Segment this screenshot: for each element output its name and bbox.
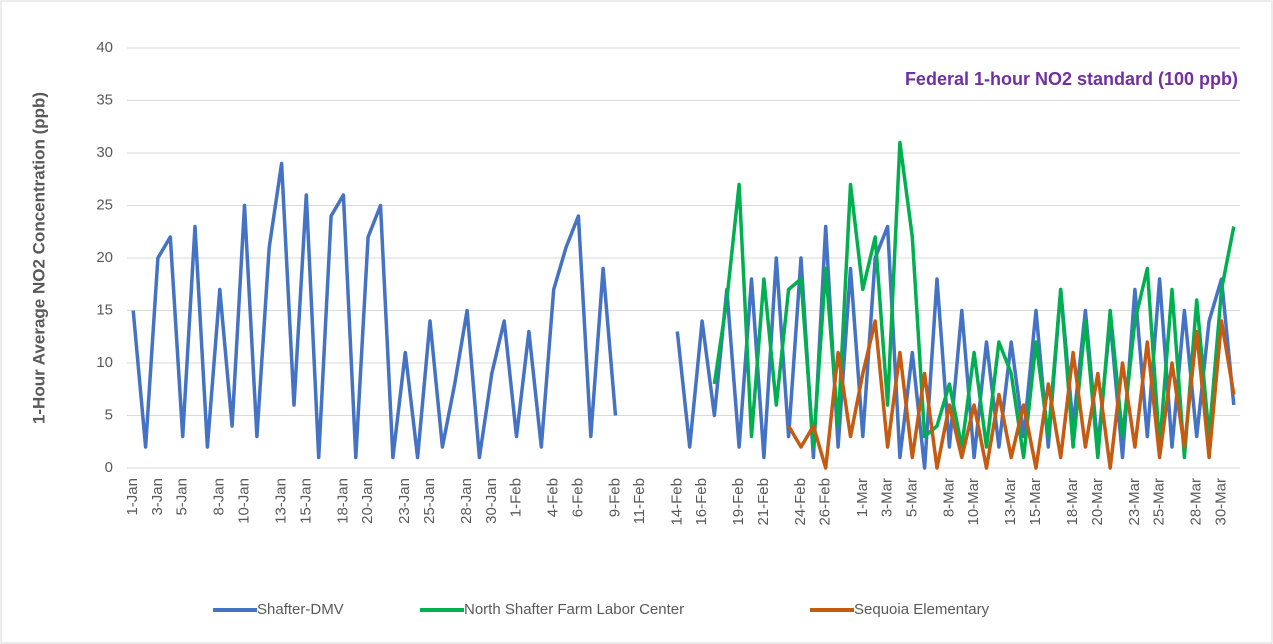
annotation: Federal 1-hour NO2 standard (100 ppb) xyxy=(905,69,1238,89)
x-tick-label: 10-Jan xyxy=(235,478,252,524)
x-tick-label: 13-Mar xyxy=(1002,478,1019,526)
x-tick-label: 6-Feb xyxy=(569,478,586,517)
x-tick-label: 28-Mar xyxy=(1188,478,1205,526)
x-tick-label: 25-Mar xyxy=(1151,478,1168,526)
x-tick-label: 1-Feb xyxy=(508,478,525,517)
legend-label: Shafter-DMV xyxy=(257,601,344,618)
x-tick-label: 25-Jan xyxy=(421,478,438,524)
y-tick-label: 10 xyxy=(96,354,113,371)
x-tick-label: 9-Feb xyxy=(606,478,623,517)
x-tick-label: 23-Jan xyxy=(396,478,413,524)
x-tick-label: 1-Jan xyxy=(124,478,141,516)
x-tick-label: 15-Jan xyxy=(297,478,314,524)
x-tick-label: 10-Mar xyxy=(965,478,982,526)
series-line xyxy=(712,140,1236,460)
x-tick-label: 3-Jan xyxy=(149,478,166,516)
x-tick-label: 8-Mar xyxy=(940,478,957,517)
x-tick-label: 23-Mar xyxy=(1126,478,1143,526)
x-tick-label: 19-Feb xyxy=(730,478,747,526)
x-tick-label: 30-Mar xyxy=(1212,478,1229,526)
legend-label: North Shafter Farm Labor Center xyxy=(464,601,684,618)
y-tick-label: 35 xyxy=(96,91,113,108)
x-tick-label: 18-Jan xyxy=(334,478,351,524)
y-tick-label: 25 xyxy=(96,196,113,213)
y-tick-label: 30 xyxy=(96,144,113,161)
x-tick-label: 4-Feb xyxy=(545,478,562,517)
x-tick-label: 13-Jan xyxy=(273,478,290,524)
x-tick-label: 20-Mar xyxy=(1089,478,1106,526)
y-tick-label: 20 xyxy=(96,249,113,266)
x-tick-label: 30-Jan xyxy=(483,478,500,524)
x-tick-label: 8-Jan xyxy=(211,478,228,516)
x-tick-label: 21-Feb xyxy=(755,478,772,526)
x-tick-label: 16-Feb xyxy=(693,478,710,526)
series-line xyxy=(787,319,1236,470)
x-tick-label: 5-Mar xyxy=(903,478,920,517)
x-tick-label: 14-Feb xyxy=(668,478,685,526)
x-tick-label: 20-Jan xyxy=(359,478,376,524)
x-tick-label: 5-Jan xyxy=(174,478,191,516)
y-tick-label: 5 xyxy=(105,406,113,423)
y-axis-title: 1-Hour Average NO2 Concentration (ppb) xyxy=(29,92,48,424)
x-tick-label: 18-Mar xyxy=(1064,478,1081,526)
y-tick-label: 15 xyxy=(96,301,113,318)
y-tick-label: 0 xyxy=(105,459,113,476)
x-tick-label: 3-Mar xyxy=(879,478,896,517)
x-tick-label: 28-Jan xyxy=(458,478,475,524)
x-tick-label: 11-Feb xyxy=(631,478,648,524)
legend-label: Sequoia Elementary xyxy=(854,601,990,618)
y-tick-label: 40 xyxy=(96,39,113,56)
x-tick-label: 26-Feb xyxy=(817,478,834,526)
x-tick-label: 1-Mar xyxy=(854,478,871,517)
x-tick-label: 15-Mar xyxy=(1027,478,1044,526)
x-tick-label: 24-Feb xyxy=(792,478,809,526)
